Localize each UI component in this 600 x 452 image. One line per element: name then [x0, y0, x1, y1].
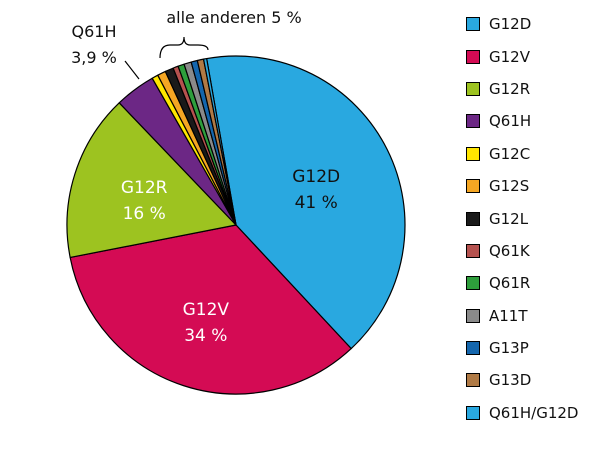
slice-label-g12r-value: 16 %	[123, 204, 166, 224]
legend-label: G12D	[489, 15, 532, 34]
legend-swatch	[466, 49, 480, 64]
legend-swatch	[466, 405, 480, 420]
slice-label-g12d-name: G12D	[292, 167, 340, 187]
slice-label-g12v-name: G12V	[183, 300, 230, 320]
legend-swatch	[466, 179, 480, 194]
pie-slices	[66, 55, 406, 395]
legend-swatch	[466, 276, 480, 291]
legend-label: G12R	[489, 79, 531, 98]
legend-swatch	[466, 308, 480, 323]
legend-label: G12S	[489, 177, 530, 196]
legend-item-g12d: G12D	[466, 8, 579, 40]
legend-label: Q61K	[489, 241, 530, 260]
pie-slice-g12d	[206, 55, 406, 350]
legend-label: G13P	[489, 339, 529, 358]
legend-label: G12L	[489, 209, 529, 228]
q61h-annotation-name: Q61H	[72, 22, 117, 41]
legend-label: Q61H	[489, 112, 532, 131]
legend-item-g12c: G12C	[466, 138, 579, 170]
legend-label: A11T	[489, 306, 528, 325]
slice-label-g12r-name: G12R	[121, 178, 168, 198]
legend-item-q61k: Q61K	[466, 235, 579, 267]
legend-label: Q61H/G12D	[489, 403, 579, 422]
legend-item-q61r: Q61R	[466, 267, 579, 299]
legend-label: G13D	[489, 371, 532, 390]
q61h-annotation-value: 3,9 %	[71, 48, 117, 67]
legend-label: Q61R	[489, 274, 531, 293]
legend-item-g12r: G12R	[466, 73, 579, 105]
pie-slice-q61h-g12d	[202, 57, 237, 226]
legend-item-a11t: A11T	[466, 300, 579, 332]
legend-item-g12s: G12S	[466, 170, 579, 202]
legend-swatch	[466, 341, 480, 356]
annotations: Q61H 3,9 % alle anderen 5 %	[71, 8, 302, 80]
legend-swatch	[466, 81, 480, 96]
others-annotation: alle anderen 5 %	[166, 8, 301, 27]
legend-label: G12C	[489, 144, 531, 163]
slice-labels: G12D 41 % G12V 34 % G12R 16 %	[121, 167, 340, 346]
legend-swatch	[466, 243, 480, 258]
legend-item-g13d: G13D	[466, 364, 579, 396]
legend-swatch	[466, 17, 480, 32]
legend-item-g13p: G13P	[466, 332, 579, 364]
legend-swatch	[466, 211, 480, 226]
legend-swatch	[466, 373, 480, 388]
q61h-leader-line	[124, 60, 140, 80]
others-brace	[159, 36, 209, 59]
legend-item-q61h-g12d: Q61H/G12D	[466, 397, 579, 429]
pie-chart: G12D 41 % G12V 34 % G12R 16 % Q61H 3,9 % alle…	[66, 8, 406, 395]
legend-item-g12l: G12L	[466, 202, 579, 234]
legend-swatch	[466, 146, 480, 161]
slice-label-g12d-value: 41 %	[295, 193, 338, 213]
pie-slice-g12v	[69, 224, 352, 395]
legend-label: G12V	[489, 47, 530, 66]
slice-label-g12v-value: 34 %	[184, 326, 227, 346]
legend: G12D G12V G12R Q61H G12C G12S G12L Q61K Q61R A11T…	[466, 8, 579, 429]
legend-item-q61h: Q61H	[466, 105, 579, 137]
pie-slice-g12r	[66, 102, 237, 259]
legend-item-g12v: G12V	[466, 40, 579, 72]
legend-swatch	[466, 114, 480, 129]
